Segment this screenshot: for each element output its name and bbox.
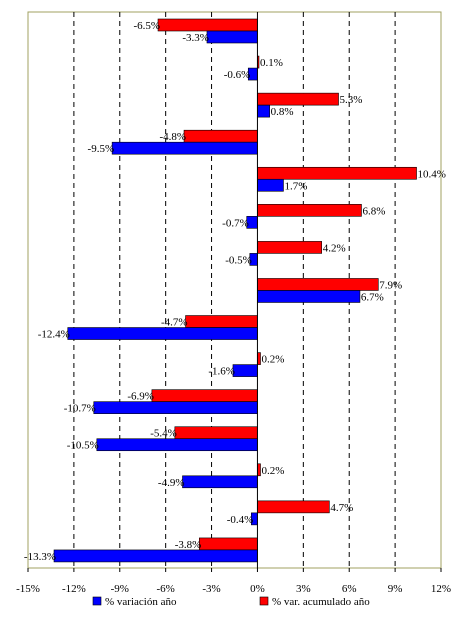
bar-acumulado xyxy=(257,92,339,106)
data-label: 6.8% xyxy=(362,205,385,217)
bar-acumulado xyxy=(185,315,258,328)
bar-acumulado xyxy=(174,426,258,440)
data-label: 0.2% xyxy=(262,354,285,366)
data-label: 0.1% xyxy=(260,57,283,69)
data-label: -0.6% xyxy=(224,69,251,81)
bar-variacion xyxy=(257,290,361,303)
data-label: -12.4% xyxy=(38,329,70,341)
data-label: -3.3% xyxy=(182,32,209,44)
legend-swatch xyxy=(92,596,102,606)
data-label: 4.2% xyxy=(323,242,346,254)
bar-acumulado xyxy=(257,278,379,291)
bars xyxy=(53,18,417,563)
data-label: -1.6% xyxy=(208,366,235,378)
grid-lines xyxy=(73,12,396,568)
data-label: -5.4% xyxy=(150,428,177,440)
data-label: 10.4% xyxy=(418,168,446,180)
data-label: 0.2% xyxy=(262,465,285,477)
bar-acumulado xyxy=(257,241,322,254)
data-label: -10.7% xyxy=(64,403,96,415)
x-tick-label: 0% xyxy=(250,583,265,595)
data-label: 7.9% xyxy=(379,279,402,291)
data-label: -6.9% xyxy=(127,391,154,403)
bar-acumulado xyxy=(257,166,417,180)
data-label: -4.7% xyxy=(161,317,188,329)
bar-variacion xyxy=(96,438,258,452)
data-label: -10.5% xyxy=(67,440,99,452)
data-label: -4.9% xyxy=(158,477,185,489)
bar-variacion xyxy=(206,30,258,44)
data-labels: -6.5% 0.1% 5.3% -4.8% 10.4% 6.8% 4.2% 7.9% -4.7%… xyxy=(24,20,446,563)
bar-acumulado xyxy=(183,129,258,143)
legend-swatch xyxy=(259,596,269,606)
x-tick-label: 12% xyxy=(431,583,451,595)
legend-label: % variación año xyxy=(105,596,177,608)
bar-variacion xyxy=(257,178,284,192)
data-label: -0.4% xyxy=(227,514,254,526)
x-axis-ticks: -15% -12% -9% -6% -3% 0% 3% 6% 9% 12% xyxy=(16,568,451,595)
bar-variacion xyxy=(232,364,258,377)
x-tick-label: 6% xyxy=(342,583,357,595)
x-tick-label: -15% xyxy=(16,583,40,595)
x-tick-label: -6% xyxy=(157,583,175,595)
bar-acumulado xyxy=(199,537,258,551)
bar-variacion xyxy=(257,104,270,118)
bar-acumulado xyxy=(157,18,258,32)
bar-variacion xyxy=(111,141,258,155)
data-label: 6.7% xyxy=(361,291,384,303)
data-label: -0.5% xyxy=(225,254,252,266)
bar-acumulado xyxy=(257,500,330,514)
x-tick-label: -3% xyxy=(202,583,220,595)
data-label: -3.8% xyxy=(175,539,202,551)
bar-variacion xyxy=(53,549,258,563)
data-label: 0.8% xyxy=(271,106,294,118)
data-label: -6.5% xyxy=(133,20,160,32)
x-tick-label: -12% xyxy=(62,583,86,595)
bar-acumulado xyxy=(257,204,362,217)
x-tick-label: 3% xyxy=(296,583,311,595)
data-label: 1.7% xyxy=(284,180,307,192)
data-label: -9.5% xyxy=(88,143,115,155)
data-label: 5.3% xyxy=(340,94,363,106)
bar-acumulado xyxy=(151,389,258,402)
data-label: -13.3% xyxy=(24,551,56,563)
legend-label: % var. acumulado año xyxy=(272,596,370,608)
data-label: -0.7% xyxy=(222,217,249,229)
legend: % variación año % var. acumulado año xyxy=(92,596,370,608)
bar-variacion xyxy=(67,327,258,340)
data-label: -4.8% xyxy=(159,131,186,143)
bar-variacion xyxy=(93,401,258,414)
bar-variacion xyxy=(182,475,258,489)
x-tick-label: 9% xyxy=(388,583,403,595)
x-tick-label: -9% xyxy=(111,583,129,595)
data-label: 4.7% xyxy=(330,502,353,514)
